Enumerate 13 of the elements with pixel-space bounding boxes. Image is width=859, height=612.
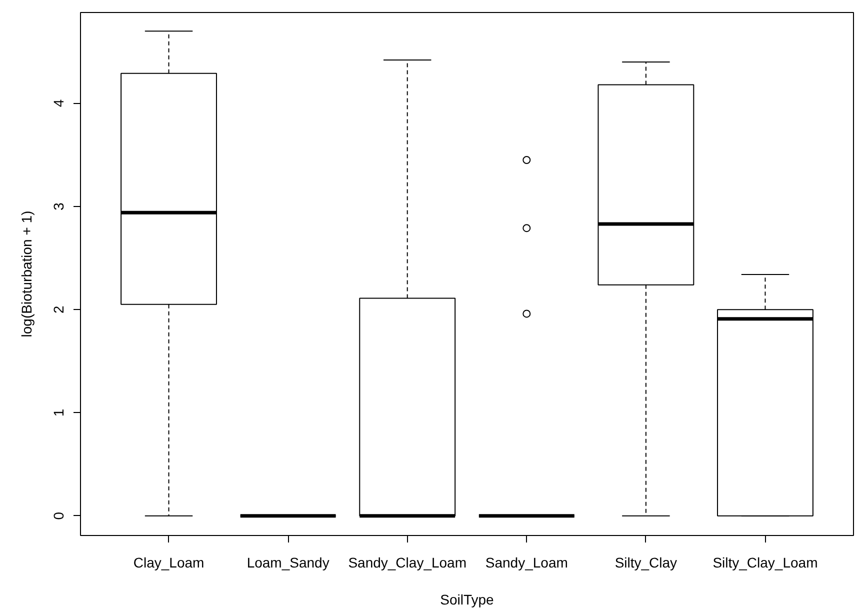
- x-tick-label: Loam_Sandy: [246, 554, 330, 570]
- x-tick-label: Silty_Clay: [614, 554, 678, 570]
- x-tick-label: Sandy_Loam: [485, 554, 568, 570]
- y-tick-label: 1: [50, 408, 66, 417]
- x-tick-label: Clay_Loam: [133, 554, 204, 570]
- x-axis-title: SoilType: [440, 592, 494, 608]
- y-tick-label: 2: [50, 305, 66, 314]
- y-axis-title: log(Bioturbation + 1): [18, 210, 34, 338]
- y-tick-label: 4: [50, 99, 66, 108]
- y-tick-label: 3: [50, 202, 66, 210]
- y-tick-label: 0: [50, 512, 66, 520]
- x-tick-label: Sandy_Clay_Loam: [348, 554, 467, 570]
- x-tick-label: Silty_Clay_Loam: [712, 554, 818, 570]
